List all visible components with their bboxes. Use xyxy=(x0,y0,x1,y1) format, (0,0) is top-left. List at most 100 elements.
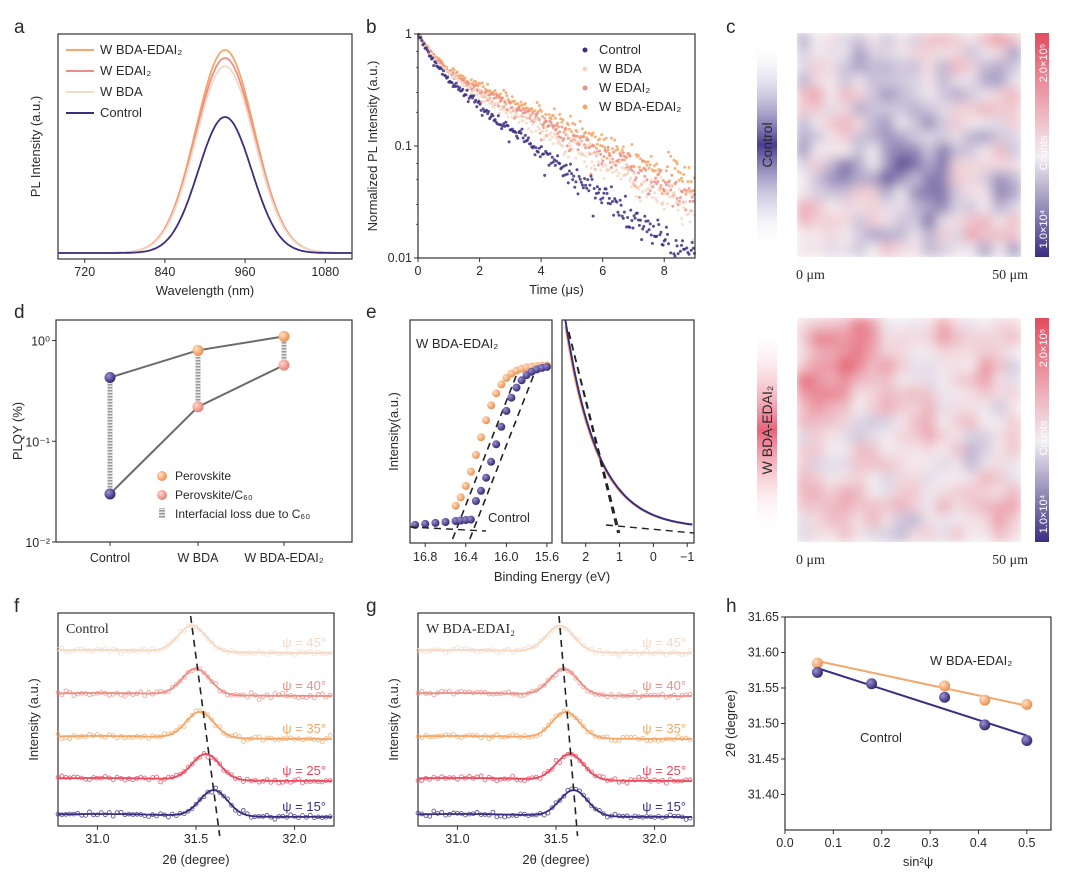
chart-c-heatmap-cell xyxy=(894,443,910,459)
chart-c-heatmap-cell xyxy=(810,513,826,529)
chartG-psi-label: ψ = 35° xyxy=(642,721,686,736)
chart-c-heatmap-cell xyxy=(936,102,952,118)
chart-c-heatmap-cell xyxy=(797,130,812,146)
chart-c-heatmap-cell xyxy=(838,527,854,542)
chart-b-point xyxy=(595,142,599,146)
chart-a-xtick-label: 1080 xyxy=(311,265,339,279)
chart-b-point xyxy=(673,167,677,170)
chart-b-point xyxy=(492,105,496,109)
chart-b-point xyxy=(616,210,620,214)
chart-b-xtick-label: 0 xyxy=(415,264,422,278)
chart-b-point xyxy=(495,93,499,97)
chart-e-control-label: Control xyxy=(488,510,530,525)
chart-b-point xyxy=(585,186,589,190)
chart-c-heatmap-cell xyxy=(922,200,938,216)
chart-c-heatmap-cell xyxy=(908,345,924,361)
chart-b-point xyxy=(647,228,651,232)
chart-c-heatmap-cell xyxy=(964,359,980,375)
chart-b-legend-label: W BDA-EDAI₂ xyxy=(599,99,681,114)
chart-c-heatmap-cell xyxy=(866,214,882,230)
chart-b-point xyxy=(654,169,658,173)
chart-c-heatmap-cell xyxy=(852,443,868,459)
chart-b-point xyxy=(496,104,500,108)
chart-b-point xyxy=(600,157,604,161)
chart-c-heatmap-cell xyxy=(824,359,840,375)
chart-b-point xyxy=(606,148,610,152)
chartF-point xyxy=(197,708,203,714)
chart-c-heatmap-cell xyxy=(852,359,868,375)
chart-b-point xyxy=(618,198,622,202)
chart-b-point xyxy=(471,96,474,100)
chart-d-point-c60 xyxy=(104,488,116,500)
chart-b-point xyxy=(650,195,654,199)
chart-c-sample-label: Control xyxy=(759,122,775,167)
chartF-fit-line xyxy=(57,710,332,740)
chart-c-heatmap-cell xyxy=(908,172,924,188)
chart-b-point xyxy=(585,165,589,169)
chart-b-point xyxy=(419,36,423,40)
chart-b-point xyxy=(521,111,525,115)
chart-c-heatmap-cell xyxy=(810,214,826,230)
chart-c-heatmap-cell xyxy=(866,33,882,48)
chart-b-point xyxy=(577,175,581,178)
chart-c-heatmap-cell xyxy=(922,331,938,347)
chart-c-heatmap-cell xyxy=(797,359,812,375)
chart-d-legend-label: Perovskite/C₆₀ xyxy=(175,488,253,502)
chartF-ylabel: Intensity (a.u.) xyxy=(26,678,41,760)
chart-b-point xyxy=(447,73,451,77)
chartG-point xyxy=(557,797,563,803)
chart-c-heatmap-cell xyxy=(908,513,924,529)
chart-c-heatmap-cell xyxy=(936,359,952,375)
chart-b-point xyxy=(491,90,495,94)
chart-h-label-wbdaedai2: W BDA-EDAI₂ xyxy=(930,653,1012,668)
chart-c-heatmap-cell xyxy=(797,102,812,118)
chart-c-heatmap-cell xyxy=(964,471,980,487)
chart-c-side-bar xyxy=(757,326,777,534)
chart-b-point xyxy=(623,194,627,198)
chart-c-heatmap-cell xyxy=(852,345,868,361)
chart-d-legend-marker xyxy=(157,471,167,481)
chart-c-heatmap-cell xyxy=(852,102,868,118)
chart-c-heatmap-cell xyxy=(992,429,1008,445)
chart-a-xtick-label: 840 xyxy=(154,265,175,279)
chart-c-heatmap-cell xyxy=(824,387,840,403)
chart-e-right-xtick-label: 0 xyxy=(650,550,657,564)
chart-c-heatmap-cell xyxy=(797,158,812,174)
chart-c-heatmap-cell xyxy=(978,144,994,160)
chart-c-heatmap-cell xyxy=(950,46,966,62)
chart-c-heatmap-cell xyxy=(838,33,854,48)
chart-c-heatmap-cell xyxy=(894,415,910,431)
chart-c-heatmap-cell xyxy=(936,88,952,104)
chartG-point xyxy=(683,817,689,822)
chart-c-heatmap-cell xyxy=(824,172,840,188)
chart-b-point xyxy=(569,162,572,166)
chart-c-heatmap-cell xyxy=(908,387,924,403)
chart-a-xtick-label: 720 xyxy=(74,265,95,279)
chart-b-point xyxy=(604,164,608,168)
chart-b-point xyxy=(600,201,604,205)
chart-b-point xyxy=(652,224,655,228)
chart-c-heatmap-cell xyxy=(880,158,896,174)
chart-b-point xyxy=(641,227,645,231)
chart-b-point xyxy=(630,185,634,189)
chartF-fit-line xyxy=(57,752,332,782)
chart-b-point xyxy=(602,176,606,180)
chart-b-point xyxy=(575,168,579,172)
chart-c-heatmap-cell xyxy=(866,331,882,347)
chart-b-point xyxy=(675,162,679,166)
chart-c-heatmap-cell xyxy=(797,387,812,403)
chart-c-heatmap-cell xyxy=(810,102,826,118)
chart-c-heatmap-cell xyxy=(880,116,896,132)
chart-b-point xyxy=(600,133,604,137)
chart-c-heatmap-cell xyxy=(950,242,966,257)
chart-d-point-perovskite xyxy=(278,330,290,342)
chart-c-heatmap-cell xyxy=(950,130,966,146)
chart-b-point xyxy=(646,160,650,164)
chart-c-heatmap-cell xyxy=(810,331,826,347)
chart-b-point xyxy=(625,164,628,167)
chart-b-point xyxy=(659,176,663,180)
chart-e-vb-tangent xyxy=(567,331,619,534)
chart-c-heatmap-cell xyxy=(797,527,812,542)
chart-b-point xyxy=(690,195,694,199)
chartF-point xyxy=(169,639,175,644)
